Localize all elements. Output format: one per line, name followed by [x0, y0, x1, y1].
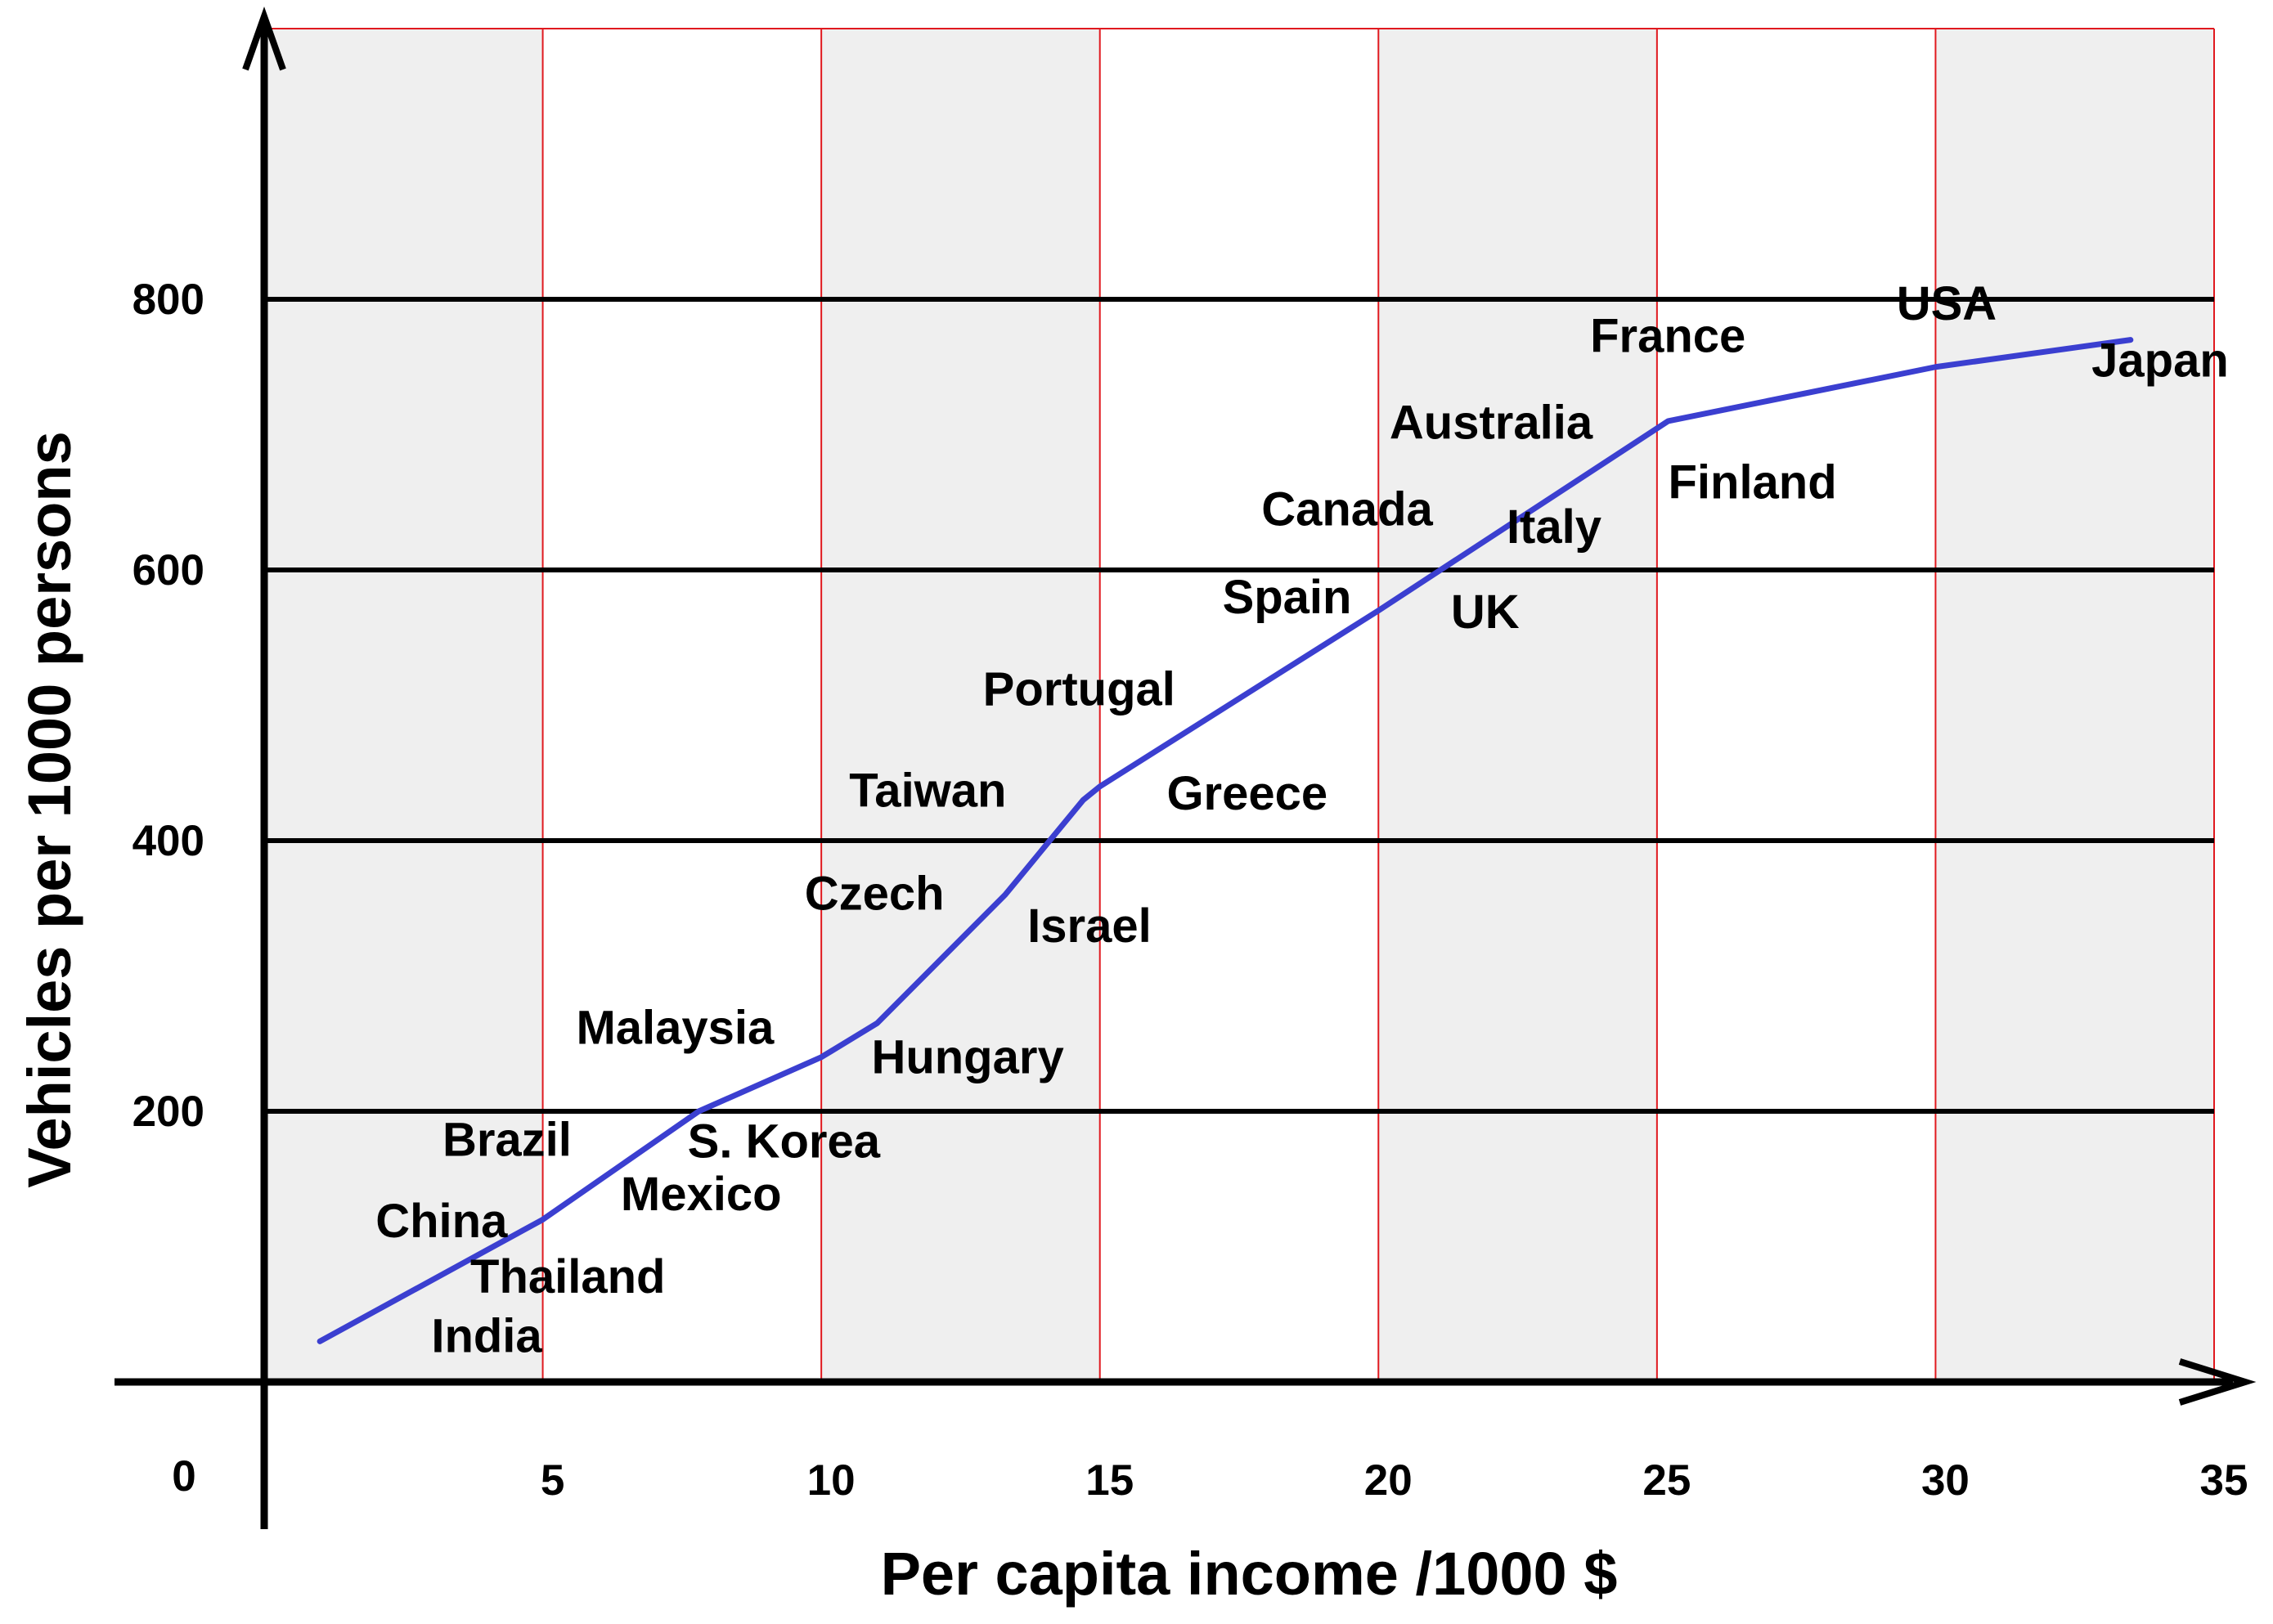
- x-tick-label: 0: [172, 1452, 195, 1501]
- y-tick-label: 400: [133, 817, 204, 865]
- plot-band: [821, 29, 1100, 1382]
- series-line: [317, 337, 2134, 1344]
- data-label: Taiwan: [849, 765, 1006, 818]
- data-label: India: [431, 1310, 542, 1363]
- data-label: Italy: [1507, 500, 1601, 554]
- data-label: Portugal: [983, 663, 1175, 716]
- y-axis-title: Vehicles per 1000 persons: [16, 431, 83, 1188]
- data-label: Japan: [2091, 334, 2229, 387]
- plot-bands: [264, 29, 2214, 1382]
- data-label: Hungary: [871, 1031, 1063, 1084]
- data-label: Mexico: [621, 1168, 782, 1221]
- y-axis-arrow: [242, 7, 286, 71]
- x-axis-arrow: [2178, 1358, 2257, 1406]
- axes: [115, 7, 2257, 1529]
- data-label: Finland: [1668, 455, 1836, 509]
- data-label: China: [375, 1195, 508, 1248]
- y-tick-label: 200: [133, 1088, 204, 1136]
- x-axis-title: Per capita income /1000 $: [881, 1540, 1618, 1608]
- data-label: UK: [1451, 585, 1520, 639]
- data-label: Brazil: [442, 1114, 572, 1167]
- vertical-gridlines: [264, 28, 2215, 1382]
- data-label: Australia: [1390, 396, 1593, 449]
- y-tick-label: 800: [133, 276, 204, 324]
- plot-band: [264, 29, 543, 1382]
- tick-labels: 0 5 10 15 20 25 30 35 200 400 600 800: [133, 276, 2248, 1505]
- x-tick-label: 30: [1921, 1456, 1970, 1505]
- x-tick-label: 15: [1085, 1456, 1134, 1505]
- data-label: France: [1590, 310, 1745, 363]
- data-label: Malaysia: [576, 1001, 775, 1054]
- data-label: Thailand: [470, 1250, 665, 1303]
- data-label: Czech: [805, 867, 945, 920]
- horizontal-gridlines: [264, 297, 2214, 1114]
- x-tick-label: 35: [2200, 1456, 2248, 1505]
- plot-band: [1378, 29, 1657, 1382]
- plot-band: [1656, 29, 1936, 1382]
- data-label: Greece: [1166, 767, 1327, 820]
- plot-band: [1935, 29, 2214, 1382]
- x-tick-label: 25: [1642, 1456, 1691, 1505]
- x-tick-label: 20: [1364, 1456, 1413, 1505]
- plot-band: [542, 29, 822, 1382]
- x-tick-label: 10: [807, 1456, 856, 1505]
- data-label: USA: [1897, 277, 1997, 330]
- y-tick-label: 600: [133, 546, 204, 594]
- x-tick-label: 5: [541, 1456, 564, 1505]
- data-label: Spain: [1223, 571, 1352, 624]
- plot-band: [1099, 29, 1379, 1382]
- series-layer: [317, 337, 2134, 1344]
- data-label: S. Korea: [688, 1115, 881, 1168]
- data-label: Israel: [1027, 899, 1152, 953]
- data-label: Canada: [1261, 482, 1433, 536]
